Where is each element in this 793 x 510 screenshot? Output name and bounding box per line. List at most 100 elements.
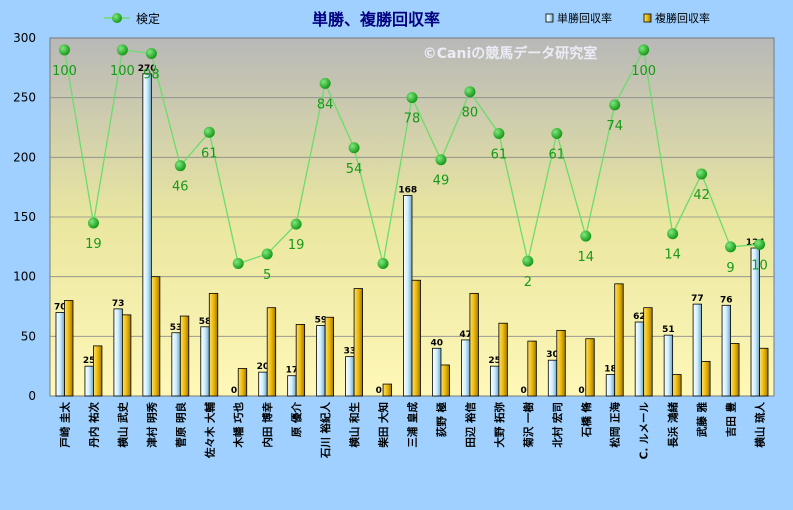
line-marker [377, 258, 389, 270]
bar-tansho [750, 247, 760, 397]
y-tick-label: 250 [13, 91, 36, 105]
bar-tansho [316, 325, 326, 397]
line-marker [406, 92, 418, 104]
bar-tansho [258, 371, 268, 397]
bar-fukusho [411, 279, 421, 397]
bar-fukusho [353, 288, 363, 397]
bar-tansho [489, 365, 500, 397]
x-tick-label: 長浜 鴻緒 [667, 402, 680, 448]
bar-tansho-label: 0 [520, 386, 526, 396]
x-tick-label: 佐々木 大輔 [203, 402, 216, 460]
line-marker [232, 258, 244, 270]
bar-tansho-label: 20 [257, 362, 270, 372]
legend: 検定 単勝回収率 複勝回収率 [104, 11, 710, 26]
bar-tansho-label: 59 [315, 316, 328, 326]
bar-fukusho [730, 343, 740, 397]
bar-tansho-label: 47 [459, 330, 472, 340]
line-value-label: 98 [143, 68, 160, 83]
line-value-label: 10 [751, 258, 768, 273]
x-tick-label: C. ルメール [639, 402, 651, 460]
x-tick-label: 菊沢 一樹 [522, 402, 535, 449]
line-marker [58, 44, 70, 56]
line-marker [261, 248, 273, 260]
line-value-label: 84 [317, 97, 334, 112]
x-tick-label: 北村 宏司 [551, 402, 564, 448]
bar-tansho-label: 0 [376, 386, 382, 396]
bar-tansho-label: 70 [54, 302, 67, 312]
bar-fukusho [614, 283, 624, 397]
line-marker [174, 160, 186, 172]
line-marker [145, 48, 157, 60]
x-tick-label: 木幡 巧也 [232, 402, 245, 449]
line-value-label: 100 [110, 64, 135, 79]
line-marker [116, 44, 128, 56]
bar-tansho [113, 308, 123, 397]
line-marker [754, 238, 766, 250]
line-value-label: 74 [606, 119, 623, 134]
bar-fukusho [324, 316, 335, 397]
bar-fukusho [237, 368, 248, 397]
line-marker [609, 99, 621, 111]
line-value-label: 49 [433, 174, 450, 189]
bar-tansho [461, 339, 471, 397]
legend-bar2-swatch [643, 13, 652, 23]
bar-tansho [142, 73, 152, 397]
line-value-label: 54 [346, 162, 363, 177]
bar-fukusho [382, 383, 392, 397]
line-marker [319, 77, 331, 89]
bar-tansho [84, 365, 94, 397]
bar-tansho-label: 17 [286, 366, 299, 376]
bar-fukusho [93, 345, 103, 397]
x-tick-label: 石川 裕紀人 [319, 402, 332, 460]
bar-fukusho [150, 276, 161, 397]
bar-tansho [692, 303, 702, 397]
line-value-label: 2 [524, 275, 532, 290]
line-marker [696, 168, 708, 180]
line-marker [464, 86, 476, 98]
bar-tansho-label: 270 [138, 64, 157, 74]
line-value-label: 78 [404, 112, 421, 127]
line-value-label: 61 [549, 147, 566, 162]
bar-fukusho [585, 338, 595, 397]
bar-tansho [721, 304, 731, 397]
x-tick-label: 戸崎 圭太 [58, 402, 71, 449]
bar-fukusho [643, 307, 653, 397]
x-tick-label: 横山 武史 [116, 402, 129, 448]
x-tick-label: 菅原 明良 [174, 402, 187, 448]
line-value-label: 14 [577, 250, 594, 265]
y-tick-label: 100 [13, 270, 36, 284]
y-tick-label: 300 [13, 31, 36, 45]
line-marker [203, 126, 215, 138]
bar-fukusho [701, 360, 711, 397]
bar-tansho-label: 0 [578, 386, 584, 396]
bar-tansho-label: 25 [83, 356, 96, 366]
x-tick-label: 吉田 豊 [725, 402, 738, 438]
bar-fukusho [469, 292, 479, 397]
bar-fukusho [179, 315, 190, 397]
x-tick-label: 田辺 裕信 [464, 402, 477, 448]
bar-tansho-label: 0 [231, 386, 237, 396]
line-value-label: 42 [693, 188, 710, 203]
x-tick-label: 横山 和生 [348, 402, 361, 448]
x-tick-label: 荻野 極 [435, 402, 448, 438]
bar-tansho-label: 18 [604, 365, 617, 375]
bar-tansho-label: 53 [170, 323, 183, 333]
watermark: ©Caniの競馬データ研究室 [423, 45, 598, 62]
x-tick-label: 三浦 皇成 [406, 402, 419, 448]
line-marker [290, 218, 302, 230]
line-marker [348, 142, 360, 154]
line-marker [667, 228, 679, 240]
bar-tansho-label: 25 [488, 356, 501, 366]
line-value-label: 46 [172, 180, 189, 195]
chart-title: 単勝、複勝回収率 [312, 10, 440, 29]
bar-tansho [634, 321, 645, 397]
bar-tansho-label: 33 [344, 347, 357, 357]
x-tick-label: 横山 琉人 [754, 402, 767, 448]
line-value-label: 80 [462, 106, 479, 121]
bar-fukusho [64, 300, 74, 397]
bar-fukusho [266, 307, 277, 397]
line-value-label: 19 [85, 237, 102, 252]
legend-line-label: 検定 [136, 11, 160, 26]
